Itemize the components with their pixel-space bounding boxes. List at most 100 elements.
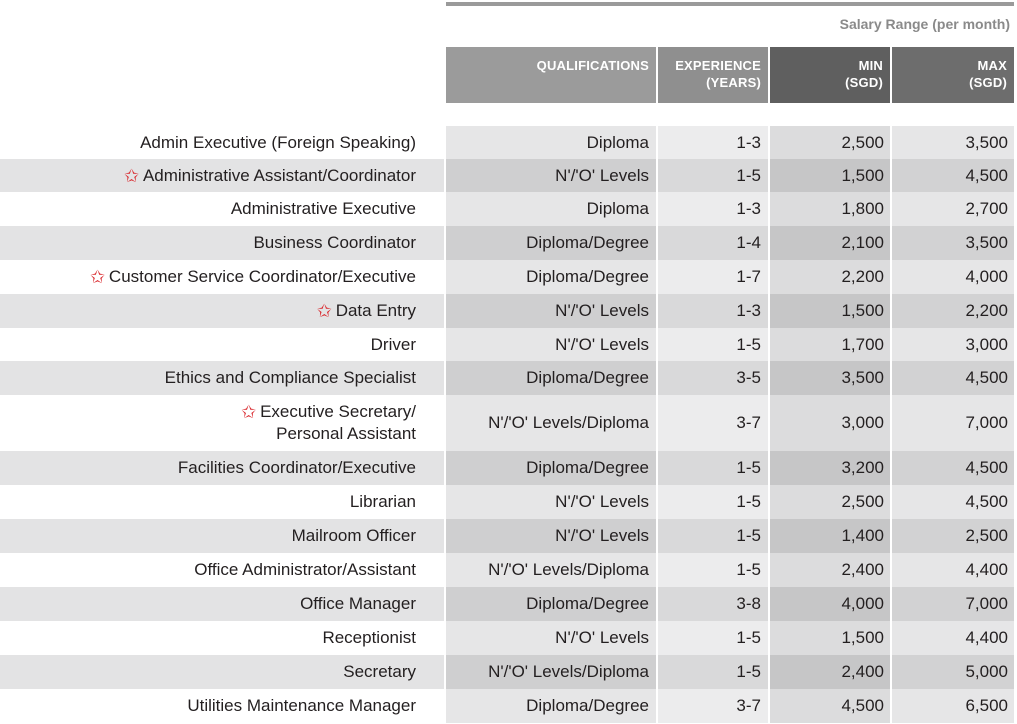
experience-cell: 1-5 — [658, 621, 768, 655]
header-experience: EXPERIENCE (YEARS) — [658, 47, 768, 103]
job-title-text: Librarian — [349, 492, 416, 511]
table-row: Mailroom Officer N'/'O' Levels 1-5 1,400 2,5… — [0, 519, 1017, 553]
experience-cell: 1-4 — [658, 226, 768, 260]
job-title: Office Manager — [300, 593, 416, 615]
job-title: Utilities Maintenance Manager — [187, 695, 416, 717]
experience-cell: 3-8 — [658, 587, 768, 621]
header-min-unit: (SGD) — [845, 75, 883, 90]
qualifications-cell: N'/'O' Levels — [446, 519, 656, 553]
min-salary-cell: 4,500 — [770, 689, 890, 723]
job-title-line: Office Administrator/Assistant — [194, 559, 416, 581]
star-outline-icon: ✩ — [123, 165, 139, 186]
job-title-line: Facilities Coordinator/Executive — [178, 457, 416, 479]
job-title-text: Utilities Maintenance Manager — [187, 696, 416, 715]
header-experience-unit: (YEARS) — [706, 75, 761, 90]
job-title-cell: Driver — [0, 328, 444, 361]
job-title-cell: Utilities Maintenance Manager — [0, 689, 444, 723]
job-title-line: Office Manager — [300, 593, 416, 615]
experience-cell: 1-5 — [658, 519, 768, 553]
qualifications-cell: Diploma/Degree — [446, 689, 656, 723]
job-title: Driver — [371, 334, 416, 356]
table-row: Secretary N'/'O' Levels/Diploma 1-5 2,400 5,… — [0, 655, 1017, 689]
job-title: Administrative Executive — [231, 198, 416, 220]
job-title-line: Administrative Executive — [231, 198, 416, 220]
job-title-text: Admin Executive (Foreign Speaking) — [140, 132, 416, 152]
qualifications-cell: N'/'O' Levels — [446, 159, 656, 192]
experience-cell: 1-5 — [658, 451, 768, 485]
job-title-text: Executive Secretary/ — [260, 402, 416, 421]
experience-cell: 3-5 — [658, 361, 768, 395]
qualifications-cell: Diploma — [446, 126, 656, 159]
job-title-text: Customer Service Coordinator/Executive — [108, 267, 416, 286]
star-outline-icon: ✩ — [316, 301, 332, 321]
qualifications-cell: Diploma/Degree — [446, 260, 656, 294]
job-title-text-line2: Personal Assistant — [276, 424, 416, 443]
max-salary-cell: 4,400 — [892, 621, 1014, 655]
table-row: Office Manager Diploma/Degree 3-8 4,000 7,00… — [0, 587, 1017, 621]
min-salary-cell: 2,500 — [770, 485, 890, 519]
qualifications-cell: N'/'O' Levels — [446, 294, 656, 328]
job-title: ✩ Administrative Assistant/Coordinator — [124, 165, 416, 187]
job-title-text: Administrative Executive — [230, 199, 416, 218]
job-title-cell: Librarian — [0, 485, 444, 519]
min-salary-cell: 3,200 — [770, 451, 890, 485]
job-title-text: Office Manager — [300, 594, 416, 613]
max-salary-cell: 7,000 — [892, 395, 1014, 451]
max-salary-cell: 4,000 — [892, 260, 1014, 294]
table-row: Facilities Coordinator/Executive Diploma/… — [0, 451, 1017, 485]
job-title: Admin Executive (Foreign Speaking) — [140, 132, 416, 154]
min-salary-cell: 1,500 — [770, 294, 890, 328]
qualifications-cell: Diploma/Degree — [446, 451, 656, 485]
job-title-line: ✩ Data Entry — [317, 300, 416, 322]
experience-cell: 1-5 — [658, 655, 768, 689]
experience-cell: 1-3 — [658, 294, 768, 328]
min-salary-cell: 1,500 — [770, 159, 890, 192]
experience-cell: 1-5 — [658, 328, 768, 361]
job-title-cell: Office Administrator/Assistant — [0, 553, 444, 587]
job-title: Ethics and Compliance Specialist — [165, 367, 416, 389]
job-title-line: Receptionist — [322, 627, 416, 649]
job-title-line: Ethics and Compliance Specialist — [165, 367, 416, 389]
job-title: Receptionist — [322, 627, 416, 649]
job-title-text: Ethics and Compliance Specialist — [164, 368, 416, 387]
job-title-text: Data Entry — [335, 301, 416, 320]
min-salary-cell: 2,100 — [770, 226, 890, 260]
job-title-cell: ✩ Administrative Assistant/Coordinator — [0, 159, 444, 192]
job-title-line: Secretary — [343, 661, 416, 683]
header-max-unit: (SGD) — [969, 75, 1007, 90]
job-title-line: Librarian — [350, 491, 416, 513]
job-title: Business Coordinator — [253, 232, 416, 254]
header-experience-label: EXPERIENCE — [675, 58, 761, 73]
header-qualifications-label: QUALIFICATIONS — [536, 58, 649, 73]
experience-cell: 1-5 — [658, 159, 768, 192]
job-title: ✩ Data Entry — [317, 300, 416, 322]
job-title: ✩ Customer Service Coordinator/Executive — [90, 266, 416, 288]
max-salary-cell: 4,500 — [892, 485, 1014, 519]
max-salary-cell: 4,500 — [892, 361, 1014, 395]
qualifications-cell: N'/'O' Levels — [446, 485, 656, 519]
table-row: Office Administrator/Assistant N'/'O' Lev… — [0, 553, 1017, 587]
job-title: Librarian — [350, 491, 416, 513]
job-title-line: ✩ Administrative Assistant/Coordinator — [124, 165, 416, 187]
job-title: Secretary — [343, 661, 416, 683]
job-title: Mailroom Officer — [292, 525, 416, 547]
job-title-line: Mailroom Officer — [292, 525, 416, 547]
experience-cell: 3-7 — [658, 689, 768, 723]
table-row: Ethics and Compliance Specialist Diploma/… — [0, 361, 1017, 395]
min-salary-cell: 2,200 — [770, 260, 890, 294]
max-salary-cell: 3,500 — [892, 126, 1014, 159]
job-title-cell: Mailroom Officer — [0, 519, 444, 553]
job-title: ✩ Executive Secretary/Personal Assistant — [241, 401, 416, 445]
qualifications-cell: N'/'O' Levels — [446, 621, 656, 655]
header-min-label: MIN — [858, 58, 883, 73]
min-salary-cell: 2,400 — [770, 655, 890, 689]
job-title: Facilities Coordinator/Executive — [178, 457, 416, 479]
job-title-text: Mailroom Officer — [291, 526, 416, 545]
job-title-text: Receptionist — [322, 628, 416, 647]
job-title-text: Business Coordinator — [253, 233, 416, 252]
job-title-line: Business Coordinator — [253, 232, 416, 254]
qualifications-cell: Diploma/Degree — [446, 226, 656, 260]
experience-cell: 1-5 — [658, 553, 768, 587]
min-salary-cell: 1,800 — [770, 192, 890, 226]
max-salary-cell: 4,500 — [892, 451, 1014, 485]
